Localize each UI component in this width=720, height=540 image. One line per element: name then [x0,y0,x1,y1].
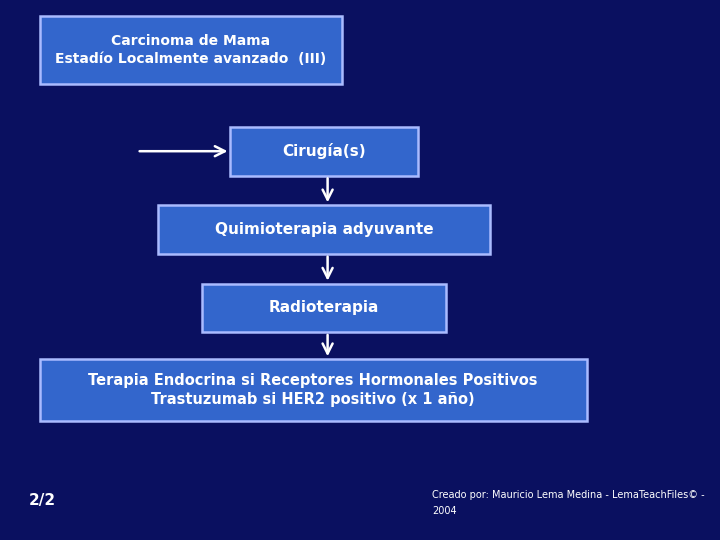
FancyBboxPatch shape [230,127,418,176]
FancyBboxPatch shape [158,205,490,254]
Text: Creado por: Mauricio Lema Medina - LemaTeachFiles© -: Creado por: Mauricio Lema Medina - LemaT… [432,489,705,500]
Text: 2004: 2004 [432,505,456,516]
Text: Carcinoma de Mama
Estadío Localmente avanzado  (III): Carcinoma de Mama Estadío Localmente ava… [55,34,326,66]
FancyBboxPatch shape [40,16,342,84]
Text: Terapia Endocrina si Receptores Hormonales Positivos
Trastuzumab si HER2 positiv: Terapia Endocrina si Receptores Hormonal… [89,373,538,407]
Text: Quimioterapia adyuvante: Quimioterapia adyuvante [215,222,433,237]
Text: 2/2: 2/2 [29,492,56,508]
Text: Cirugía(s): Cirugía(s) [282,143,366,159]
Text: Radioterapia: Radioterapia [269,300,379,315]
FancyBboxPatch shape [40,359,587,421]
FancyBboxPatch shape [202,284,446,332]
